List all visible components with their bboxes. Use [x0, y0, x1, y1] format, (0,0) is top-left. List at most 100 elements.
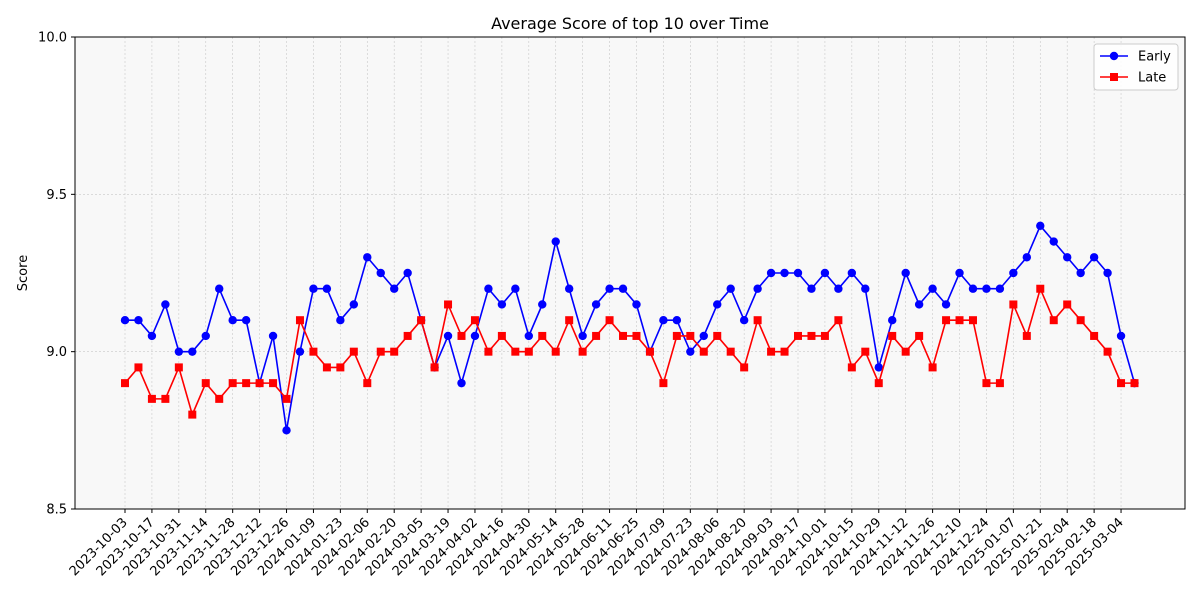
data-point-late: [524, 347, 533, 356]
y-axis-ticks: 8.5 9.0 9.5 10.0: [38, 31, 75, 518]
data-point-early: [928, 284, 937, 293]
data-point-early: [1116, 331, 1126, 341]
data-point-early: [578, 331, 587, 341]
data-point-late: [403, 331, 412, 340]
data-point-late: [390, 347, 399, 356]
data-point-early: [322, 284, 332, 293]
data-point-early: [968, 284, 978, 293]
y-tick-label: 10.0: [38, 31, 67, 46]
data-point-late: [538, 331, 547, 340]
data-point-early: [699, 331, 708, 341]
data-point-early: [995, 284, 1005, 293]
data-point-early: [591, 300, 601, 309]
data-point-early: [538, 300, 547, 309]
data-point-early: [888, 316, 897, 325]
y-tick-label: 8.5: [46, 503, 67, 518]
data-point-late: [592, 331, 601, 340]
y-tick-label: 9.5: [46, 188, 67, 203]
data-point-early: [134, 316, 143, 325]
data-point-early: [201, 331, 210, 341]
data-point-late: [1036, 284, 1045, 293]
data-point-late: [417, 316, 426, 325]
data-point-late: [228, 379, 237, 388]
data-point-late: [188, 410, 197, 419]
data-point-late: [794, 331, 802, 340]
data-point-early: [147, 331, 157, 341]
legend-item-early: Early: [1100, 50, 1171, 65]
data-point-late: [1117, 379, 1126, 388]
data-point-late: [497, 331, 506, 340]
data-point-late: [578, 347, 587, 356]
data-point-early: [524, 331, 533, 341]
data-point-early: [470, 331, 480, 341]
data-point-late: [834, 316, 843, 325]
data-point-late: [1076, 316, 1085, 325]
data-point-early: [820, 268, 830, 278]
data-point-late: [726, 347, 735, 356]
data-point-early: [161, 300, 170, 309]
data-point-early: [363, 253, 372, 262]
data-point-early: [309, 284, 318, 293]
data-point-late: [780, 347, 789, 356]
data-point-late: [915, 331, 924, 340]
series-early: [120, 221, 1139, 435]
data-point-early: [268, 331, 278, 341]
data-point-late: [874, 379, 883, 388]
data-point-late: [632, 331, 641, 340]
data-point-late: [444, 300, 453, 309]
data-point-late: [955, 316, 964, 325]
data-point-late: [565, 316, 574, 325]
data-point-early: [120, 316, 130, 325]
data-point-early: [443, 331, 453, 341]
data-point-early: [295, 347, 305, 356]
data-point-late: [121, 379, 129, 388]
data-point-late: [713, 331, 722, 340]
data-point-late: [282, 394, 291, 403]
data-point-early: [336, 316, 345, 325]
data-point-late: [1130, 379, 1139, 388]
data-point-early: [739, 316, 749, 325]
data-point-late: [1063, 300, 1072, 309]
series-line-late: [124, 286, 1135, 417]
data-point-early: [1049, 237, 1058, 246]
data-point-early: [672, 316, 682, 325]
data-point-early: [1063, 253, 1072, 262]
data-point-late: [995, 379, 1004, 388]
data-point-early: [901, 268, 910, 278]
chart-title: Average Score of top 10 over Time: [491, 14, 769, 33]
data-point-late: [672, 331, 681, 340]
data-point-late: [1090, 331, 1099, 340]
data-point-early: [282, 426, 291, 435]
plot-area: [75, 37, 1185, 509]
data-point-late: [968, 316, 977, 325]
data-point-early: [659, 316, 668, 325]
data-point-late: [901, 347, 910, 356]
data-point-early: [726, 284, 735, 293]
data-point-late: [322, 363, 331, 372]
data-point-late: [134, 363, 143, 372]
data-point-early: [376, 268, 385, 278]
data-point-late: [336, 363, 345, 372]
data-point-late: [161, 394, 170, 403]
data-point-late: [928, 363, 937, 372]
legend: Early Late: [1093, 43, 1179, 91]
data-point-late: [484, 347, 493, 356]
data-point-late: [686, 331, 695, 340]
data-point-late: [457, 331, 466, 340]
data-point-early: [793, 268, 803, 278]
data-point-late: [619, 331, 628, 340]
data-point-early: [941, 300, 951, 309]
data-point-early: [484, 284, 493, 293]
data-point-late: [255, 379, 264, 388]
legend-item-late: Late: [1100, 71, 1166, 86]
data-point-late: [1009, 300, 1018, 309]
data-point-early: [174, 347, 184, 356]
data-point-late: [740, 363, 749, 372]
data-point-late: [861, 347, 870, 356]
data-point-late: [820, 331, 829, 340]
data-point-late: [659, 379, 668, 388]
data-point-late: [147, 394, 156, 403]
plot-frame: [74, 36, 1186, 510]
data-point-early: [618, 284, 628, 293]
